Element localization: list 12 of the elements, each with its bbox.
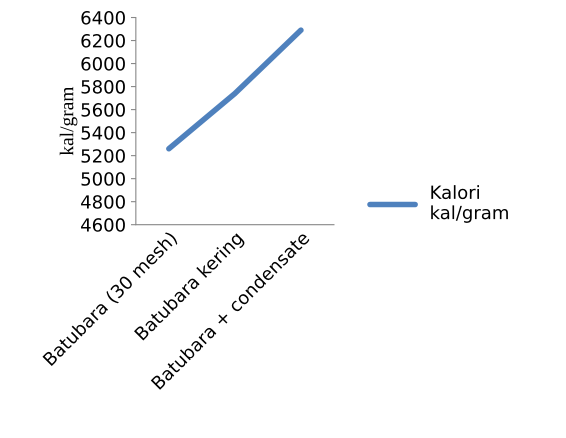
y-tick-label: 6200 <box>81 34 125 48</box>
y-tick-label: 5200 <box>82 149 125 163</box>
y-tick-label: 5000 <box>82 172 125 186</box>
y-tick-label: 5800 <box>82 80 125 94</box>
y-axis-title: kal/gram <box>60 86 78 156</box>
y-tick-label: 4600 <box>81 218 125 232</box>
legend-label: Kalori kal/gram <box>431 185 508 223</box>
y-tick-label: 5400 <box>82 126 125 140</box>
y-tick-label: 6400 <box>81 10 125 25</box>
y-tick-label: 4800 <box>81 195 125 209</box>
y-tick-label: 6000 <box>81 57 125 71</box>
y-tick-label: 5600 <box>82 103 125 117</box>
